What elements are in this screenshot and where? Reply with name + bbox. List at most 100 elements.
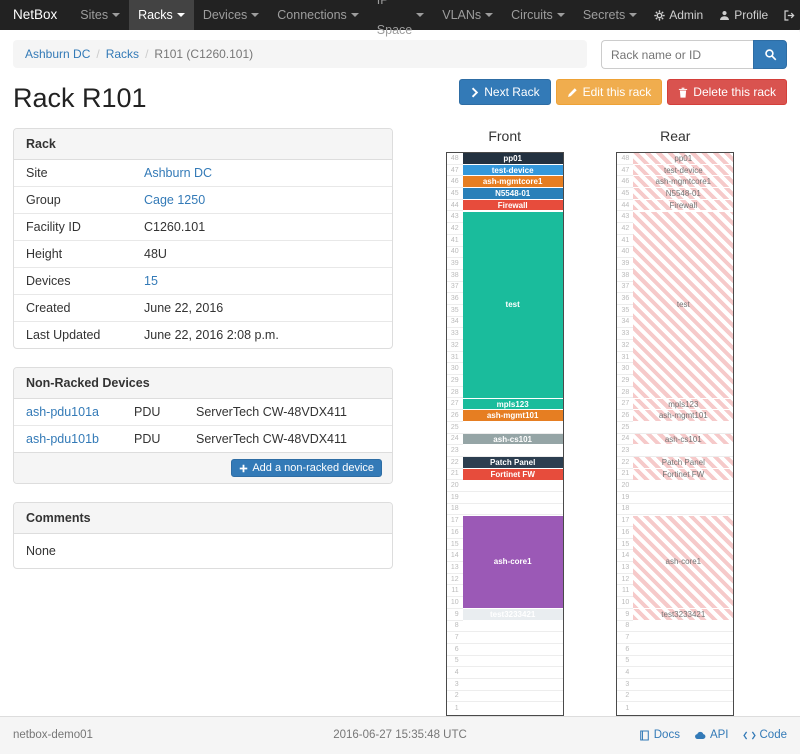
nav-item-ip-space[interactable]: IP Space — [368, 0, 433, 37]
rear-slot-n5548-01[interactable]: N5548-01 — [633, 188, 734, 200]
rear-slot-fortinet-fw[interactable]: Fortinet FW — [633, 468, 734, 481]
nav-item-vlans[interactable]: VLANs — [433, 0, 502, 30]
front-slot-test[interactable]: test — [462, 211, 563, 399]
nav-item-label: Sites — [80, 8, 109, 22]
rack-unit-number: 30 — [450, 365, 459, 373]
rack-unit-number: 41 — [621, 236, 630, 244]
nav-item-sites[interactable]: Sites — [71, 0, 129, 30]
rear-slot-test[interactable]: test — [633, 211, 734, 399]
front-slot-pp01[interactable]: pp01 — [462, 153, 563, 165]
rack-unit: 2 — [446, 691, 563, 703]
nav-item-circuits[interactable]: Circuits — [502, 0, 574, 30]
rack-unit-number: 42 — [450, 224, 459, 232]
nav-item-devices[interactable]: Devices — [194, 0, 268, 30]
navbar-brand[interactable]: NetBox — [13, 7, 58, 22]
add-non-racked-device-button[interactable]: Add a non-racked device — [231, 459, 382, 477]
non-racked-panel-footer: Add a non-racked device — [14, 452, 392, 483]
rear-slot-pp01[interactable]: pp01 — [633, 153, 734, 165]
rack-unit-number: 20 — [450, 482, 459, 490]
chevron-right-icon — [470, 87, 479, 98]
rack-unit-number: 16 — [621, 528, 630, 536]
device-role: PDU — [134, 405, 161, 419]
rack-unit: 4 — [617, 667, 734, 679]
front-slot-test-device[interactable]: test-device — [462, 164, 563, 177]
comments-panel: Comments None — [13, 502, 393, 569]
rack-unit-number: 21 — [621, 470, 630, 478]
rack-slot-label: Firewall — [669, 200, 698, 210]
front-slot-ash-cs101[interactable]: ash-cs101 — [462, 433, 563, 446]
nav-admin[interactable]: Admin — [646, 0, 711, 30]
attribute-value: C1260.101 — [132, 213, 392, 241]
delete-rack-button[interactable]: Delete this rack — [667, 79, 787, 105]
device-name-link[interactable]: ash-pdu101a — [26, 405, 99, 419]
attribute-label: Devices — [14, 267, 132, 295]
rear-slot-patch-panel[interactable]: Patch Panel — [633, 457, 734, 469]
nav-item-label: Racks — [138, 8, 173, 22]
footer-link-api[interactable]: API — [694, 729, 729, 741]
rear-slot-ash-mgmtcore1[interactable]: ash-mgmtcore1 — [633, 176, 734, 189]
rear-slot-mpls123[interactable]: mpls123 — [633, 398, 734, 411]
attribute-value[interactable]: 15 — [132, 267, 392, 295]
nav-item-secrets[interactable]: Secrets — [574, 0, 646, 30]
attribute-label: Facility ID — [14, 213, 132, 241]
next-rack-button[interactable]: Next Rack — [459, 79, 551, 105]
rack-unit-number: 37 — [450, 283, 459, 291]
front-slot-ash-core1[interactable]: ash-core1 — [462, 515, 563, 610]
next-rack-label: Next Rack — [484, 85, 540, 99]
rack-unit-number: 16 — [450, 528, 459, 536]
rack-unit-number: 20 — [621, 482, 630, 490]
breadcrumb-item-ashburn-dc[interactable]: Ashburn DC — [25, 47, 91, 61]
search-input[interactable] — [601, 40, 753, 69]
rack-unit-number: 28 — [450, 388, 459, 396]
front-slot-mpls123[interactable]: mpls123 — [462, 398, 563, 411]
rack-slot-label: Fortinet FW — [662, 469, 705, 479]
nav-item-connections[interactable]: Connections — [268, 0, 368, 30]
front-slot-n5548-01[interactable]: N5548-01 — [462, 188, 563, 200]
rack-unit-number: 2 — [454, 692, 459, 700]
attribute-value[interactable]: Cage 1250 — [132, 186, 392, 214]
nav-item-label: Devices — [202, 8, 248, 22]
front-slot-patch-panel[interactable]: Patch Panel — [462, 457, 563, 469]
attribute-label: Created — [14, 294, 132, 322]
footer-link-code[interactable]: Code — [742, 729, 787, 741]
caret-down-icon — [556, 13, 565, 17]
rack-unit-number: 45 — [621, 189, 630, 197]
nav-item-racks[interactable]: Racks — [129, 0, 194, 30]
rack-unit-number: 17 — [621, 517, 630, 525]
breadcrumb-separator: / — [145, 47, 149, 61]
front-slot-ash-mgmtcore1[interactable]: ash-mgmtcore1 — [462, 176, 563, 189]
rack-slot-label: ash-core1 — [493, 557, 532, 567]
nav-profile[interactable]: Profile — [711, 0, 776, 30]
rear-slot-firewall[interactable]: Firewall — [633, 199, 734, 212]
rack-unit-number: 47 — [621, 166, 630, 174]
footer: netbox-demo01 2016-06-27 15:35:48 UTC Do… — [0, 715, 800, 754]
rack-unit: 8 — [617, 621, 734, 633]
footer-link-docs[interactable]: Docs — [639, 729, 680, 741]
front-slot-test3233421[interactable]: test3233421 — [462, 609, 563, 621]
table-row: Site Ashburn DC — [14, 160, 392, 187]
rear-slot-ash-cs101[interactable]: ash-cs101 — [633, 433, 734, 446]
comments-panel-title: Comments — [14, 503, 392, 534]
device-name-link[interactable]: ash-pdu101b — [14, 425, 122, 452]
rack-unit: 6 — [617, 644, 734, 656]
rear-slot-test3233421[interactable]: test3233421 — [633, 609, 734, 621]
rear-slot-ash-mgmt101[interactable]: ash-mgmt101 — [633, 410, 734, 423]
front-slot-ash-mgmt101[interactable]: ash-mgmt101 — [462, 410, 563, 423]
table-row: Created June 22, 2016 — [14, 294, 392, 322]
front-slot-firewall[interactable]: Firewall — [462, 199, 563, 212]
rack-unit-number: 27 — [450, 400, 459, 408]
rear-slot-ash-core1[interactable]: ash-core1 — [633, 515, 734, 610]
front-slot-layer: pp01 test-device ash-mgmtcore1 N5548-01 Fire… — [462, 153, 563, 715]
breadcrumb-item-racks[interactable]: Racks — [105, 47, 140, 61]
nav-log-out[interactable]: Log out — [776, 0, 800, 37]
rack-unit: 5 — [617, 656, 734, 668]
rear-slot-test-device[interactable]: test-device — [633, 164, 734, 177]
attribute-value[interactable]: Ashburn DC — [144, 166, 213, 180]
footer-link-label: API — [709, 729, 729, 742]
search-button[interactable] — [753, 40, 787, 69]
front-slot-fortinet-fw[interactable]: Fortinet FW — [462, 468, 563, 481]
rack-unit-number: 8 — [454, 622, 459, 630]
edit-rack-button[interactable]: Edit this rack — [555, 79, 663, 105]
rack-slot-label: mpls123 — [668, 399, 699, 409]
